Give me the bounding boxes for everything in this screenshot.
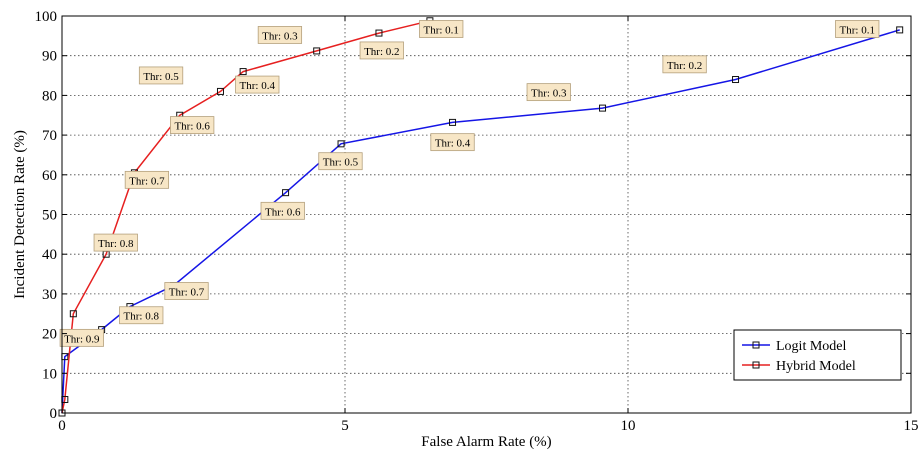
- threshold-label-box: [93, 233, 138, 252]
- threshold-label-box: [164, 282, 209, 300]
- legend-logit-model-marker: [752, 341, 760, 349]
- threshold-label-box: [170, 116, 215, 134]
- y-tick-label: 20: [42, 327, 57, 343]
- threshold-label-box: [835, 20, 880, 38]
- legend-box: [733, 329, 902, 381]
- x-tick-label: 0: [58, 418, 66, 434]
- threshold-label: Thr: 0.1: [419, 20, 464, 38]
- threshold-label-text: Thr: 0.4: [240, 80, 276, 92]
- axis-ticks: 0 5 10 15 0 10 20 30 40 50 60 70 80 90 100: [35, 9, 919, 434]
- threshold-label-box: [138, 66, 184, 85]
- threshold-label: Thr: 0.7: [164, 282, 209, 300]
- hybrid-model-point: [313, 47, 321, 55]
- logit-model-point: [337, 140, 345, 148]
- threshold-label-box: [318, 152, 363, 171]
- threshold-label-box: [235, 75, 280, 94]
- hybrid-model-point: [216, 87, 224, 95]
- y-tick-label: 60: [42, 168, 57, 184]
- threshold-label-text: Thr: 0.5: [323, 157, 359, 169]
- legend-hybrid-model-marker: [752, 361, 760, 369]
- threshold-label: Thr: 0.3: [257, 26, 303, 44]
- threshold-label: Thr: 0.5: [138, 66, 184, 85]
- threshold-label: Thr: 0.4: [430, 133, 475, 152]
- threshold-label: Thr: 0.7: [124, 170, 170, 189]
- y-tick-label: 50: [42, 208, 57, 224]
- threshold-label-box: [662, 55, 707, 74]
- threshold-label: Thr: 0.1: [835, 20, 880, 38]
- hybrid-model-point: [69, 310, 77, 318]
- y-tick-label: 100: [35, 9, 58, 25]
- threshold-label: Thr: 0.4: [235, 75, 280, 94]
- threshold-label-box: [257, 26, 303, 44]
- threshold-annotations: Thr: 0.9 Thr: 0.8 Thr: 0.7 Thr: 0.6 Thr: 0.5…: [59, 20, 880, 347]
- x-tick-label: 10: [621, 418, 636, 434]
- y-tick-label: 0: [50, 406, 58, 422]
- x-tick-label: 5: [341, 418, 349, 434]
- threshold-label-box: [124, 170, 170, 189]
- y-tick-label: 40: [42, 247, 57, 263]
- x-tick-label: 15: [904, 418, 919, 434]
- y-tick-label: 80: [42, 88, 57, 104]
- threshold-label: Thr: 0.2: [359, 41, 404, 60]
- x-axis-title: False Alarm Rate (%): [421, 434, 551, 450]
- threshold-label-text: Thr: 0.2: [364, 46, 399, 58]
- logit-model-point: [732, 76, 740, 84]
- threshold-label-text: Thr: 0.7: [129, 175, 165, 187]
- threshold-label-box: [419, 20, 464, 38]
- y-tick-label: 70: [42, 128, 57, 144]
- threshold-label-text: Thr: 0.8: [124, 311, 160, 323]
- threshold-label-box: [359, 41, 404, 60]
- threshold-label: Thr: 0.3: [526, 83, 571, 102]
- threshold-label-text: Thr: 0.2: [667, 60, 702, 72]
- y-axis-title: Incident Detection Rate (%): [12, 130, 28, 299]
- gridlines: [62, 16, 911, 413]
- threshold-label: Thr: 0.5: [318, 152, 363, 171]
- threshold-label: Thr: 0.6: [260, 201, 305, 220]
- threshold-label-text: Thr: 0.3: [531, 88, 567, 100]
- threshold-label: Thr: 0.2: [662, 55, 707, 74]
- threshold-label: Thr: 0.9: [59, 328, 104, 347]
- legend: Logit Model Hybrid Model: [733, 329, 902, 381]
- threshold-label: Thr: 0.6: [170, 116, 215, 134]
- y-tick-label: 30: [42, 287, 57, 303]
- threshold-label-text: Thr: 0.1: [423, 24, 458, 36]
- y-tick-label: 90: [42, 49, 57, 65]
- y-tick-label: 10: [42, 366, 57, 382]
- hybrid-model-point: [375, 29, 383, 37]
- threshold-label-text: Thr: 0.6: [265, 206, 301, 218]
- threshold-label-text: Thr: 0.9: [64, 333, 100, 345]
- threshold-label-text: Thr: 0.7: [169, 287, 205, 299]
- threshold-label-box: [59, 328, 104, 347]
- threshold-label: Thr: 0.8: [119, 306, 164, 325]
- threshold-label-text: Thr: 0.8: [98, 238, 134, 250]
- threshold-label-box: [260, 201, 305, 220]
- logit-model-point: [599, 104, 607, 112]
- threshold-label-text: Thr: 0.3: [262, 30, 298, 42]
- threshold-label-text: Thr: 0.6: [174, 121, 210, 133]
- legend-hybrid-model-label: Hybrid Model: [776, 359, 856, 374]
- legend-logit-model-label: Logit Model: [776, 339, 846, 354]
- threshold-label-text: Thr: 0.1: [840, 24, 875, 36]
- logit-model-point: [282, 189, 290, 197]
- logit-model-point: [896, 26, 904, 34]
- threshold-label-box: [119, 306, 164, 325]
- hybrid-model-point: [239, 68, 247, 76]
- threshold-label-box: [526, 83, 571, 102]
- threshold-label-text: Thr: 0.4: [435, 138, 471, 150]
- threshold-label-box: [430, 133, 475, 152]
- logit-model-point: [449, 118, 457, 126]
- threshold-label-text: Thr: 0.5: [143, 71, 179, 83]
- threshold-label: Thr: 0.8: [93, 233, 138, 252]
